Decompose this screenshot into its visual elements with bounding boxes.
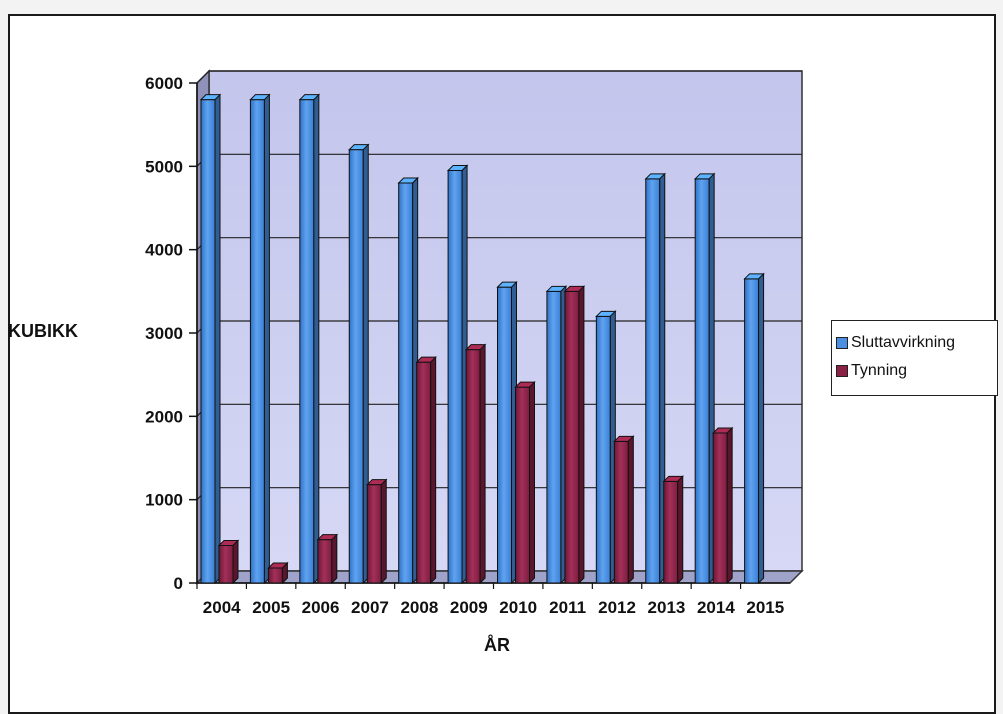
bar-side bbox=[578, 285, 585, 585]
bar-front bbox=[497, 286, 512, 584]
y-tick-label: 2000 bbox=[145, 407, 183, 426]
bar-tynning-2005 bbox=[267, 561, 289, 585]
bar-sluttavvirkning-2015 bbox=[743, 272, 765, 585]
x-tick-label: 2011 bbox=[549, 598, 586, 617]
x-axis-ticks: 2004 2005 2006 2007 2008 2009 2010 2011 2012 2013… bbox=[196, 583, 784, 617]
bar-front bbox=[398, 182, 414, 584]
bar-side bbox=[726, 426, 733, 585]
bar-front bbox=[712, 432, 728, 584]
x-tick-label: 2006 bbox=[302, 598, 340, 617]
bars bbox=[199, 93, 765, 585]
bar-tynning-2009 bbox=[464, 343, 487, 585]
bar-front bbox=[366, 484, 382, 584]
bar-sluttavvirkning-2007 bbox=[348, 143, 370, 585]
bar-front bbox=[465, 349, 481, 584]
x-axis-title: ÅR bbox=[484, 635, 510, 655]
bar-sluttavvirkning-2004 bbox=[199, 93, 222, 585]
bar-front bbox=[299, 99, 315, 584]
bar-sluttavvirkning-2006 bbox=[298, 93, 321, 585]
bar-side bbox=[380, 478, 387, 585]
y-tick-label: 4000 bbox=[145, 241, 183, 260]
bar-front bbox=[546, 290, 562, 584]
bar-front bbox=[564, 290, 580, 584]
bar-front bbox=[267, 567, 283, 584]
chart-legend: Sluttavvirkning Tynning bbox=[831, 320, 998, 396]
bar-side bbox=[430, 355, 437, 585]
y-tick-label: 5000 bbox=[145, 157, 183, 176]
bar-tynning-2014 bbox=[711, 426, 734, 585]
x-tick-label: 2015 bbox=[746, 598, 784, 617]
bar-front bbox=[218, 545, 234, 584]
y-axis-title: KUBIKK bbox=[8, 321, 78, 341]
bar-front bbox=[348, 149, 364, 584]
bar-front bbox=[744, 278, 760, 584]
bar-side bbox=[331, 533, 338, 585]
bar-sluttavvirkning-2010 bbox=[496, 280, 518, 585]
bar-side bbox=[232, 539, 239, 585]
x-tick-label: 2009 bbox=[450, 598, 488, 617]
bar-side bbox=[758, 272, 765, 585]
bar-side bbox=[214, 93, 221, 585]
bar-side bbox=[281, 561, 288, 585]
x-tick-label: 2008 bbox=[400, 598, 438, 617]
bar-front bbox=[595, 315, 611, 584]
x-tick-label: 2014 bbox=[697, 598, 735, 617]
bar-front bbox=[515, 386, 530, 584]
bar-sluttavvirkning-2011 bbox=[545, 285, 568, 585]
bar-tynning-2008 bbox=[415, 355, 437, 585]
bar-tynning-2004 bbox=[217, 539, 240, 585]
bar-front bbox=[249, 99, 265, 584]
x-tick-label: 2005 bbox=[252, 598, 290, 617]
x-tick-label: 2013 bbox=[648, 598, 686, 617]
bar-sluttavvirkning-2014 bbox=[693, 172, 716, 585]
bar-tynning-2012 bbox=[613, 435, 635, 585]
x-tick-label: 2012 bbox=[598, 598, 636, 617]
legend-swatch-series-1 bbox=[836, 337, 848, 349]
bar-sluttavvirkning-2009 bbox=[446, 164, 469, 585]
y-axis-ticks: 0 1000 2000 3000 4000 5000 6000 bbox=[145, 74, 197, 593]
y-tick-label: 1000 bbox=[145, 491, 183, 510]
bar-side bbox=[479, 343, 486, 585]
bar-front bbox=[645, 178, 661, 584]
x-tick-label: 2007 bbox=[351, 598, 389, 617]
gridline-side bbox=[196, 70, 210, 84]
bar-sluttavvirkning-2013 bbox=[644, 172, 666, 585]
bar-tynning-2010 bbox=[514, 380, 536, 585]
bar-tynning-2007 bbox=[366, 478, 388, 585]
bar-front bbox=[317, 539, 333, 584]
bar-tynning-2006 bbox=[316, 533, 339, 585]
bar-sluttavvirkning-2005 bbox=[249, 93, 271, 585]
legend-label-series-1: Sluttavvirkning bbox=[851, 334, 956, 351]
x-tick-label: 2004 bbox=[203, 598, 241, 617]
x-tick-label: 2010 bbox=[499, 598, 537, 617]
legend-label-series-2: Tynning bbox=[851, 362, 908, 379]
bar-front bbox=[663, 480, 679, 584]
legend-item-series-1: Sluttavvirkning bbox=[836, 329, 997, 357]
bar-tynning-2011 bbox=[563, 285, 586, 585]
bar-front bbox=[694, 178, 710, 584]
y-tick-label: 0 bbox=[174, 574, 183, 593]
bar-sluttavvirkning-2012 bbox=[595, 310, 617, 585]
bar-side bbox=[263, 93, 270, 585]
bar-tynning-2013 bbox=[662, 475, 684, 585]
bar-front bbox=[200, 99, 216, 584]
bar-front bbox=[416, 361, 432, 584]
bar-front bbox=[447, 170, 463, 584]
bar-side bbox=[627, 435, 634, 585]
bar-front bbox=[613, 440, 629, 584]
bar-side bbox=[677, 475, 684, 585]
y-tick-label: 3000 bbox=[145, 324, 183, 343]
bar-side bbox=[313, 93, 320, 585]
y-tick-label: 6000 bbox=[145, 74, 183, 93]
legend-swatch-series-2 bbox=[836, 365, 848, 377]
legend-item-series-2: Tynning bbox=[836, 357, 997, 385]
bar-side bbox=[529, 380, 535, 585]
bar-sluttavvirkning-2008 bbox=[397, 176, 419, 585]
